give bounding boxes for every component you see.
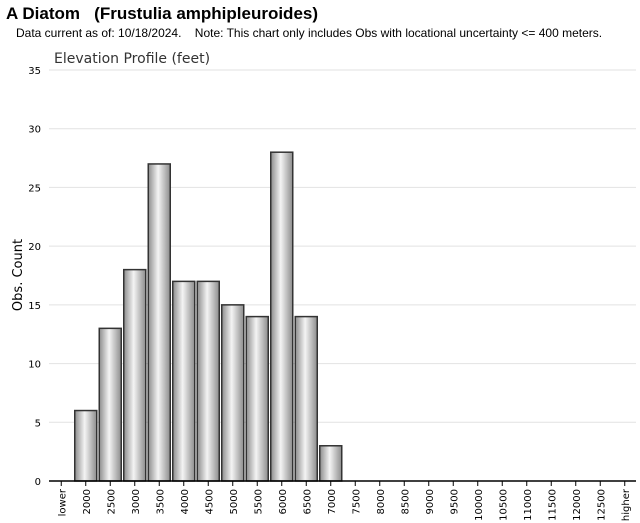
bar[interactable]	[74, 409, 98, 482]
x-tick-label: 7000	[327, 489, 338, 514]
x-tick-label: 7500	[351, 489, 362, 514]
y-axis-label: Obs. Count	[11, 239, 26, 311]
bar[interactable]	[196, 280, 220, 482]
x-tick-label: 4000	[180, 489, 191, 514]
bar[interactable]	[270, 151, 294, 482]
x-tick-label: 9000	[425, 489, 436, 514]
y-tick-label: 25	[28, 183, 41, 194]
x-tick-label: 2500	[106, 489, 117, 514]
x-tick-label: 11000	[523, 489, 534, 521]
x-tick-label: 4500	[204, 489, 215, 514]
x-tick-label: lower	[57, 488, 68, 516]
bar[interactable]	[147, 163, 171, 482]
y-tick-label: 20	[28, 242, 41, 253]
y-tick-label: 30	[28, 125, 41, 136]
bar[interactable]	[319, 445, 343, 482]
y-tick-label: 15	[28, 301, 41, 312]
x-tick-label: 6000	[278, 489, 289, 514]
y-tick-label: 5	[35, 418, 41, 429]
x-tick-label: 3000	[131, 489, 142, 514]
x-tick-label: 5000	[229, 489, 240, 514]
x-tick-label: 12500	[596, 489, 607, 521]
x-tick-label: 11500	[547, 489, 558, 521]
bar[interactable]	[123, 268, 147, 482]
y-tick-label: 35	[28, 66, 41, 77]
x-tick-label: 3500	[155, 489, 166, 514]
data-note: Data current as of: 10/18/2024. Note: Th…	[16, 26, 603, 40]
x-tick-label: higher	[621, 488, 632, 521]
x-tick-label: 6500	[302, 489, 313, 514]
x-tick-label: 10500	[498, 489, 509, 521]
x-tick-label: 2000	[82, 489, 93, 514]
y-tick-label: 10	[28, 360, 41, 371]
page-title: A Diatom (Frustulia amphipleuroides)	[6, 4, 319, 23]
x-tick-label: 8000	[376, 489, 387, 514]
bar[interactable]	[172, 280, 196, 482]
chart-title: Elevation Profile (feet)	[54, 51, 210, 67]
bar[interactable]	[294, 315, 318, 482]
x-tick-label: 9500	[449, 489, 460, 514]
y-tick-label: 0	[35, 477, 41, 488]
bar[interactable]	[245, 315, 269, 482]
x-tick-label: 5500	[253, 489, 264, 514]
bar[interactable]	[98, 327, 122, 482]
x-tick-label: 12000	[572, 489, 583, 521]
bar[interactable]	[221, 304, 245, 482]
x-tick-label: 10000	[474, 489, 485, 521]
x-tick-label: 8500	[400, 489, 411, 514]
